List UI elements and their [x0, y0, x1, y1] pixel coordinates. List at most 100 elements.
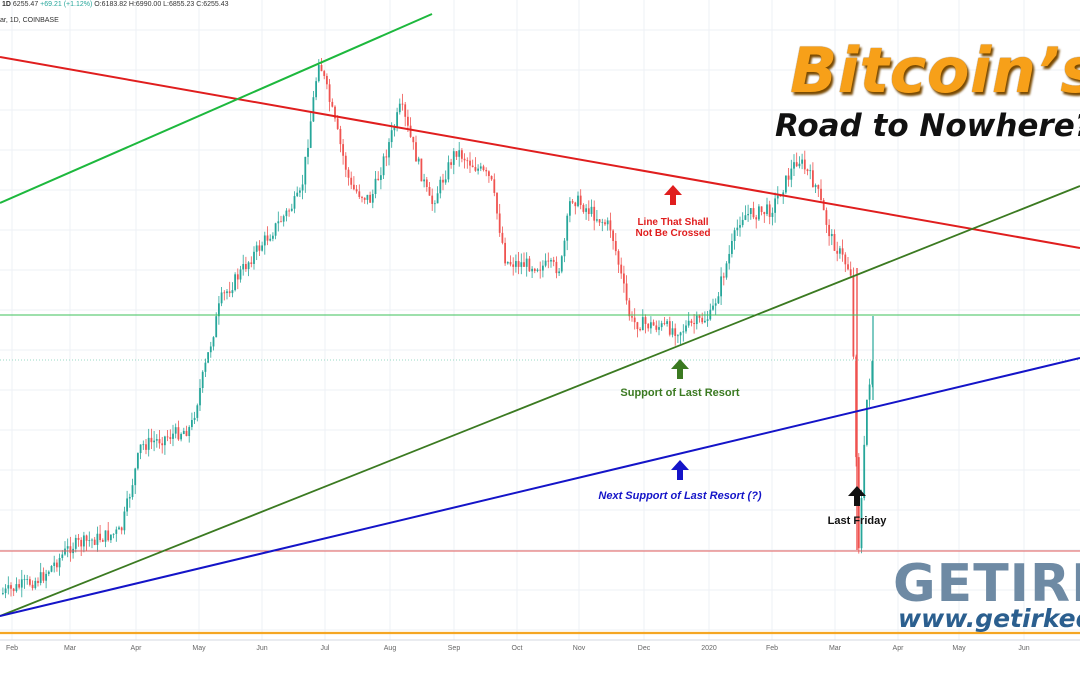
candle-body	[382, 156, 385, 176]
candle	[107, 522, 110, 542]
candle-body	[839, 248, 841, 254]
candle-body	[385, 156, 388, 158]
candle-body	[714, 303, 717, 306]
candle-body	[396, 112, 398, 128]
candle	[269, 234, 272, 242]
candle	[185, 425, 188, 437]
candle-body	[687, 320, 690, 326]
candle	[733, 227, 736, 250]
candle	[209, 341, 212, 358]
candle	[369, 191, 371, 203]
candle-body	[331, 101, 334, 107]
candle-body	[191, 419, 193, 428]
annotation: Support of Last Resort	[620, 359, 740, 399]
getirked-url[interactable]: www.getirked.com	[898, 604, 1080, 633]
candle-body	[93, 539, 96, 545]
candle	[347, 167, 350, 186]
candle-body	[825, 210, 828, 225]
candle	[525, 252, 528, 277]
candle	[169, 429, 172, 444]
candle-body	[752, 208, 755, 218]
candle	[215, 312, 218, 338]
candle	[496, 192, 498, 220]
grid	[0, 0, 1080, 640]
candle-body	[806, 169, 809, 172]
candle	[866, 399, 868, 447]
candle-body	[172, 433, 174, 439]
candle-body	[652, 322, 655, 326]
candle-body	[428, 187, 431, 196]
candle-body	[498, 213, 501, 233]
candle	[763, 211, 766, 223]
candle	[639, 327, 641, 332]
candle-body	[88, 540, 91, 542]
candle	[709, 303, 712, 321]
candle-body	[361, 196, 363, 198]
candle	[531, 266, 533, 278]
candle-body	[844, 254, 847, 265]
candle-body	[131, 485, 134, 498]
candle-body	[110, 534, 112, 541]
candle	[852, 267, 855, 360]
candle-body	[525, 258, 528, 267]
candle	[250, 256, 253, 268]
candle	[528, 255, 531, 272]
candle-body	[423, 179, 425, 182]
candle-body	[809, 170, 812, 172]
candle-body	[91, 539, 93, 541]
candle	[374, 170, 377, 199]
candle	[698, 314, 701, 323]
candle	[126, 490, 128, 516]
candle-body	[523, 262, 525, 267]
candle	[431, 188, 434, 211]
candle-body	[868, 384, 871, 400]
candle	[99, 525, 101, 543]
candle-body	[536, 269, 539, 272]
candle	[687, 312, 690, 328]
candle-body	[380, 175, 382, 180]
candle-body	[274, 223, 277, 236]
header-change: +69.21 (+1.12%)	[40, 1, 93, 8]
candle-body	[255, 245, 258, 252]
candle	[85, 534, 88, 551]
candle	[274, 222, 277, 240]
candle-body	[847, 264, 849, 270]
candle	[482, 164, 485, 172]
x-tick-label: 2020	[701, 645, 717, 652]
candle	[563, 237, 566, 263]
x-tick-label: May	[952, 645, 966, 652]
candle	[277, 211, 280, 232]
x-tick-label: Apr	[131, 645, 143, 652]
candle-body	[822, 200, 825, 211]
title-road-to-nowhere: Road to Nowhere?	[775, 108, 1080, 144]
candle-body	[366, 194, 369, 200]
candle	[744, 205, 747, 221]
candle-body	[452, 151, 455, 165]
header-subtitle: ar, 1D, COINBASE	[0, 17, 59, 24]
candle	[234, 272, 236, 292]
candle-body	[336, 118, 339, 129]
annotation-label: Next Support of Last Resort (?)	[598, 490, 762, 502]
candle	[523, 252, 525, 267]
candle	[398, 98, 401, 115]
candle-body	[785, 175, 787, 193]
candle	[434, 200, 436, 213]
candle	[45, 569, 47, 589]
candle	[131, 478, 134, 500]
candle-body	[442, 179, 444, 183]
candle-body	[704, 320, 706, 323]
candle	[358, 184, 361, 199]
candle-body	[766, 204, 768, 215]
candle-body	[45, 573, 47, 581]
candle-body	[479, 166, 482, 169]
candle-body	[579, 195, 582, 205]
candle-body	[64, 548, 66, 555]
candle	[466, 157, 469, 169]
candle-body	[471, 165, 474, 168]
candle	[450, 158, 452, 169]
candle-body	[377, 178, 380, 180]
candle-body	[83, 535, 85, 547]
candle	[795, 152, 798, 168]
